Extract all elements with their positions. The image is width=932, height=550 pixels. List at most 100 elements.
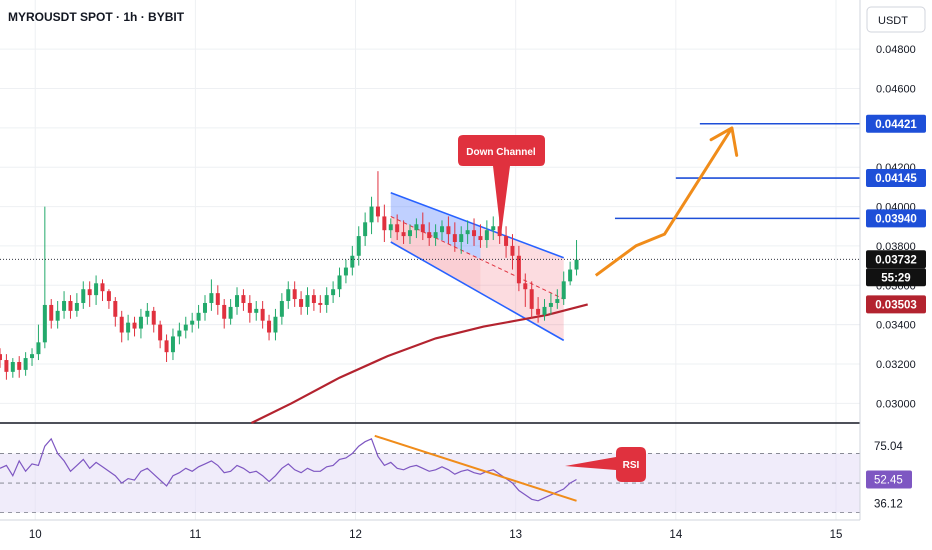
- candle-body: [0, 354, 2, 361]
- time-axis-labels: 10 11 12 13 14 15: [29, 529, 843, 541]
- candle: [267, 314, 272, 341]
- candle-body: [23, 358, 28, 370]
- candle-body: [504, 236, 509, 246]
- candle: [202, 295, 207, 321]
- time-axis[interactable]: 10 11 12 13 14 15: [0, 519, 932, 550]
- candle: [145, 302, 150, 325]
- candle-body: [343, 267, 348, 276]
- candle: [420, 212, 425, 241]
- price-label: 0.03940: [875, 213, 917, 225]
- down-channel-label: Down Channel: [466, 147, 536, 158]
- candle-body: [196, 312, 201, 321]
- candle-body: [94, 283, 99, 296]
- price-label-bg: [866, 169, 926, 188]
- candle: [190, 312, 195, 333]
- candle: [260, 301, 265, 329]
- candle: [395, 214, 400, 241]
- rsi-callout[interactable]: RSI: [565, 447, 646, 482]
- rsi-value-bg: [866, 494, 912, 513]
- projection-path[interactable]: [594, 127, 734, 277]
- candle: [356, 226, 361, 266]
- candle: [440, 220, 445, 241]
- candle-body: [190, 320, 195, 325]
- candle: [388, 218, 393, 239]
- candle-body: [369, 206, 374, 223]
- price-axis[interactable]: USDT 0.048000.046000.042000.040000.03800…: [859, 0, 932, 550]
- candle: [324, 287, 329, 313]
- candle-body: [529, 289, 534, 309]
- candle-body: [568, 269, 573, 282]
- drawing-overlays[interactable]: [0, 122, 860, 277]
- candle: [375, 171, 380, 223]
- candle-body: [446, 226, 451, 235]
- rsi-value-label: 52.45: [874, 474, 903, 486]
- candle-body: [420, 224, 425, 233]
- candle-body: [177, 330, 182, 337]
- candle: [472, 218, 477, 246]
- candle-body: [202, 302, 207, 313]
- candle-body: [440, 226, 445, 233]
- candle: [209, 279, 214, 311]
- price-label-bg: [866, 209, 926, 228]
- candle-body: [241, 295, 246, 303]
- candle: [215, 285, 220, 315]
- candle-body: [401, 232, 406, 237]
- candle-body: [459, 234, 464, 242]
- price-label: 0.04145: [875, 173, 917, 185]
- candle-body: [286, 289, 291, 302]
- time-tick-label: 15: [830, 529, 843, 541]
- candle-body: [331, 289, 336, 296]
- candle: [10, 358, 15, 378]
- rsi-line: [0, 437, 577, 502]
- candle-body: [324, 295, 329, 305]
- candle: [446, 216, 451, 244]
- candle-body: [555, 299, 560, 303]
- candle: [343, 259, 348, 284]
- candle: [68, 295, 73, 319]
- candle-body: [478, 236, 483, 241]
- candle-body: [395, 224, 400, 233]
- candle-body: [164, 340, 169, 353]
- candle-body: [74, 302, 79, 311]
- ma-line: [250, 303, 588, 424]
- candle: [62, 291, 67, 319]
- candle: [222, 299, 227, 329]
- candle: [484, 220, 489, 248]
- currency-button[interactable]: [866, 6, 926, 33]
- channel-right-fill: [480, 226, 564, 341]
- candle: [452, 222, 457, 252]
- candle: [523, 273, 528, 307]
- candle: [42, 206, 47, 349]
- candle: [311, 289, 316, 311]
- price-tick-label: 0.03200: [876, 359, 916, 371]
- candle-body: [484, 230, 489, 241]
- candle: [491, 216, 496, 241]
- candle-body: [536, 308, 541, 315]
- projection-arrowhead[interactable]: [709, 126, 739, 157]
- candle: [516, 245, 521, 292]
- candle: [126, 314, 131, 341]
- candle-body: [561, 281, 566, 300]
- candle: [132, 316, 137, 337]
- candle-body: [254, 308, 259, 313]
- candle-body: [62, 301, 67, 311]
- candle-body: [49, 304, 54, 321]
- candle: [561, 271, 566, 305]
- candle: [382, 204, 387, 242]
- candle: [273, 308, 278, 341]
- candle: [74, 293, 79, 317]
- candle: [196, 304, 201, 329]
- rsi-value-label: 36.12: [874, 499, 903, 511]
- candle-body: [318, 302, 323, 305]
- price-label: 0.03732: [875, 254, 917, 266]
- time-tick-label: 10: [29, 529, 42, 541]
- candle-body: [491, 226, 496, 231]
- candle-body: [433, 232, 438, 239]
- candle: [574, 240, 579, 276]
- candle: [30, 348, 35, 366]
- candle: [407, 224, 412, 244]
- candle: [536, 297, 541, 323]
- down-channel-callout[interactable]: Down Channel: [458, 135, 545, 235]
